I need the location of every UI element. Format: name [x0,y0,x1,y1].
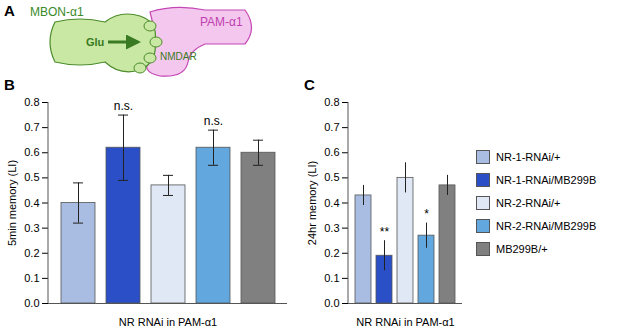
svg-text:NR RNAi in PAM-α1: NR RNAi in PAM-α1 [119,316,217,328]
svg-text:0.5: 0.5 [324,171,339,183]
svg-text:0.3: 0.3 [24,222,39,234]
html-text:NR-1-RNAi/+: NR-1-RNAi/+ [496,151,561,163]
svg-text:0.7: 0.7 [24,121,39,133]
html-text:NR-2-RNAi/+: NR-2-RNAi/+ [496,197,561,209]
svg-text:PAM-α1: PAM-α1 [200,15,243,29]
svg-text:0.6: 0.6 [24,146,39,158]
svg-text:0.2: 0.2 [24,247,39,259]
svg-text:0.0: 0.0 [24,297,39,309]
svg-text:24hr memory (LI): 24hr memory (LI) [306,161,318,245]
svg-text:n.s.: n.s. [114,99,133,113]
html-text:A: A [4,2,15,19]
html-text:C: C [304,76,315,93]
svg-text:0.5: 0.5 [24,171,39,183]
svg-text:0.3: 0.3 [324,222,339,234]
svg-text:0.7: 0.7 [324,121,339,133]
svg-text:0.4: 0.4 [24,197,39,209]
html-text:B: B [4,76,15,93]
svg-text:0.8: 0.8 [324,96,339,108]
svg-text:0.6: 0.6 [324,146,339,158]
svg-text:0.2: 0.2 [324,247,339,259]
svg-text:Glu: Glu [86,36,104,48]
html-text:MB299B/+: MB299B/+ [496,243,548,255]
svg-text:0.1: 0.1 [324,272,339,284]
svg-text:0.1: 0.1 [24,272,39,284]
svg-text:**: ** [380,225,390,239]
html-text:NR-2-RNAi/MB299B: NR-2-RNAi/MB299B [496,220,597,232]
svg-text:n.s.: n.s. [204,114,223,128]
svg-text:*: * [424,207,429,221]
svg-text:NR RNAi in PAM-α1: NR RNAi in PAM-α1 [356,316,454,328]
svg-text:MBON-α1: MBON-α1 [30,5,84,19]
svg-text:5min memory (LI): 5min memory (LI) [6,160,18,246]
svg-text:0.4: 0.4 [324,197,339,209]
svg-text:0.0: 0.0 [324,297,339,309]
svg-text:NMDAR: NMDAR [160,51,197,62]
html-text:NR-1-RNAi/MB299B: NR-1-RNAi/MB299B [496,174,597,186]
svg-text:0.8: 0.8 [24,96,39,108]
